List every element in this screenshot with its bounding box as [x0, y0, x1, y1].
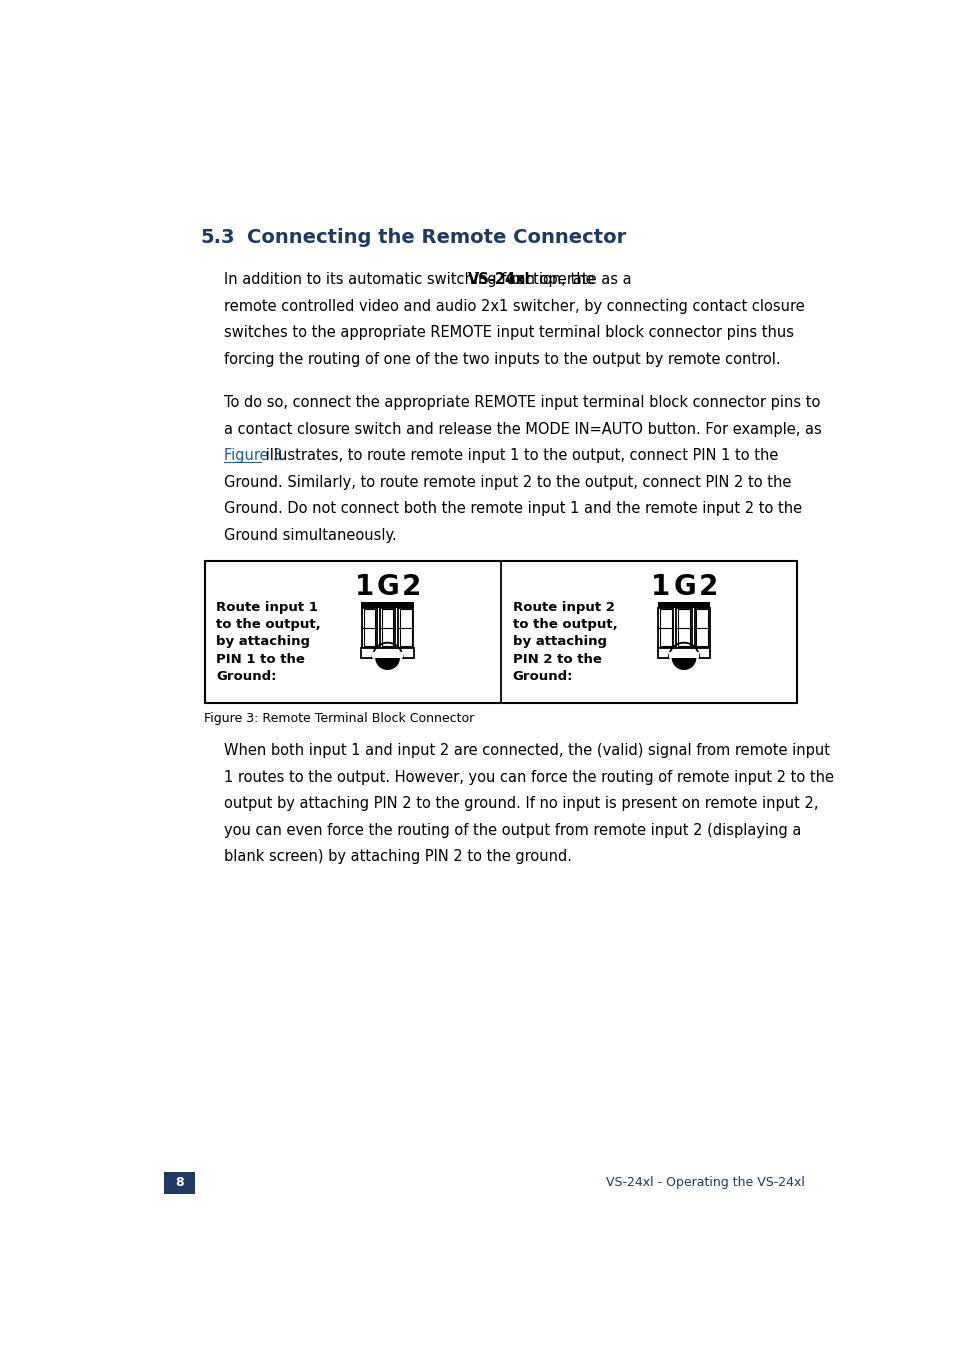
- Text: In addition to its automatic switching function, the: In addition to its automatic switching f…: [224, 272, 598, 287]
- Text: 8: 8: [175, 1176, 184, 1190]
- Text: you can even force the routing of the output from remote input 2 (displaying a: you can even force the routing of the ou…: [224, 822, 801, 837]
- Text: VS-24xl: VS-24xl: [468, 272, 530, 287]
- Text: Ground. Similarly, to route remote input 2 to the output, connect PIN 2 to the: Ground. Similarly, to route remote input…: [224, 474, 790, 491]
- Text: Ground. Do not connect both the remote input 1 and the remote input 2 to the: Ground. Do not connect both the remote i…: [224, 501, 801, 516]
- Text: a contact closure switch and release the MODE IN=AUTO button. For example, as: a contact closure switch and release the…: [224, 421, 821, 436]
- Text: To do so, connect the appropriate REMOTE input terminal block connector pins to: To do so, connect the appropriate REMOTE…: [224, 396, 820, 411]
- Bar: [678, 610, 689, 646]
- Text: by attaching: by attaching: [216, 635, 310, 649]
- Text: Figure 3: Remote Terminal Block Connector: Figure 3: Remote Terminal Block Connecto…: [204, 713, 475, 725]
- Text: to the output,: to the output,: [512, 618, 617, 631]
- Text: switches to the appropriate REMOTE input terminal block connector pins thus: switches to the appropriate REMOTE input…: [224, 325, 793, 340]
- Wedge shape: [375, 657, 399, 669]
- Bar: [659, 610, 671, 646]
- Wedge shape: [668, 657, 699, 672]
- Bar: [361, 648, 414, 657]
- Text: 1 routes to the output. However, you can force the routing of remote input 2 to : 1 routes to the output. However, you can…: [224, 770, 833, 785]
- Text: 5.3: 5.3: [200, 228, 234, 247]
- Bar: [363, 610, 375, 646]
- Text: 2: 2: [698, 573, 717, 602]
- Text: G: G: [673, 573, 696, 602]
- Text: Route input 1: Route input 1: [216, 600, 317, 614]
- Text: by attaching: by attaching: [512, 635, 606, 649]
- Bar: [379, 607, 395, 648]
- Bar: [361, 607, 376, 648]
- Bar: [658, 602, 709, 607]
- Bar: [372, 652, 402, 657]
- Text: 2: 2: [401, 573, 421, 602]
- Text: PIN 2 to the: PIN 2 to the: [512, 653, 600, 665]
- Text: 1: 1: [651, 573, 670, 602]
- Bar: [668, 652, 699, 657]
- Text: Ground simultaneously.: Ground simultaneously.: [224, 528, 396, 543]
- Text: Figure 3: Figure 3: [224, 449, 282, 463]
- Text: remote controlled video and audio 2x1 switcher, by connecting contact closure: remote controlled video and audio 2x1 sw…: [224, 298, 803, 313]
- Text: Ground:: Ground:: [512, 669, 573, 683]
- Bar: [361, 602, 414, 607]
- Bar: [164, 1172, 195, 1194]
- Bar: [658, 648, 709, 657]
- Text: PIN 1 to the: PIN 1 to the: [216, 653, 305, 665]
- Text: 1: 1: [355, 573, 374, 602]
- Text: can operate as a: can operate as a: [503, 272, 631, 287]
- Text: Connecting the Remote Connector: Connecting the Remote Connector: [247, 228, 626, 247]
- Bar: [381, 610, 393, 646]
- Text: blank screen) by attaching PIN 2 to the ground.: blank screen) by attaching PIN 2 to the …: [224, 850, 571, 864]
- Bar: [676, 607, 691, 648]
- Bar: [658, 607, 673, 648]
- Bar: [399, 610, 412, 646]
- Text: When both input 1 and input 2 are connected, the (valid) signal from remote inpu: When both input 1 and input 2 are connec…: [224, 743, 829, 759]
- Text: to the output,: to the output,: [216, 618, 320, 631]
- Text: VS-24xl - Operating the VS-24xl: VS-24xl - Operating the VS-24xl: [605, 1176, 804, 1190]
- Wedge shape: [671, 657, 696, 669]
- Bar: [204, 561, 797, 703]
- Text: forcing the routing of one of the two inputs to the output by remote control.: forcing the routing of one of the two in…: [224, 352, 780, 367]
- Text: Ground:: Ground:: [216, 669, 276, 683]
- Wedge shape: [372, 657, 402, 672]
- Bar: [694, 607, 709, 648]
- Bar: [696, 610, 707, 646]
- Text: illustrates, to route remote input 1 to the output, connect PIN 1 to the: illustrates, to route remote input 1 to …: [260, 449, 778, 463]
- Text: output by attaching PIN 2 to the ground. If no input is present on remote input : output by attaching PIN 2 to the ground.…: [224, 797, 818, 812]
- Bar: [397, 607, 413, 648]
- Text: G: G: [376, 573, 399, 602]
- Text: Route input 2: Route input 2: [512, 600, 614, 614]
